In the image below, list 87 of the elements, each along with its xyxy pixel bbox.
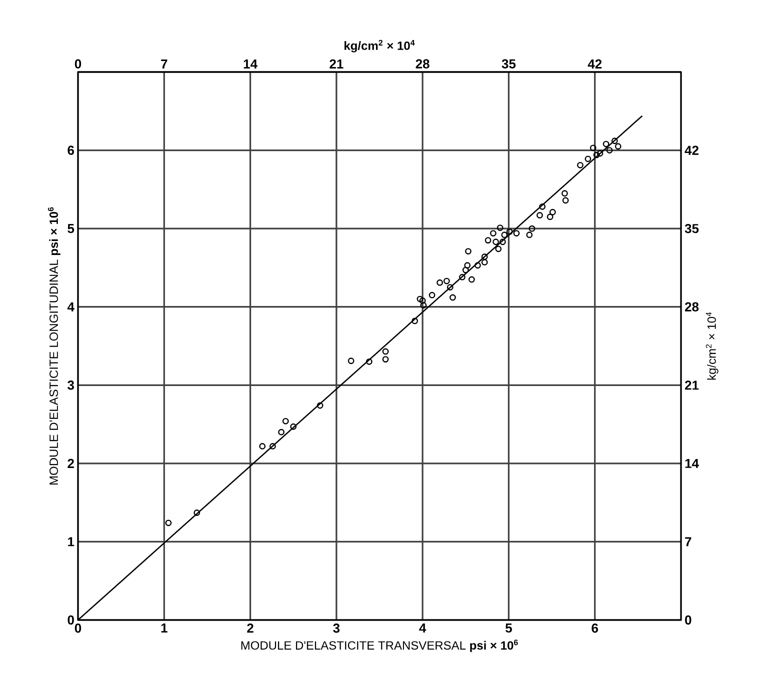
- point: [290, 423, 297, 430]
- point: [526, 232, 533, 238]
- point: [259, 443, 266, 450]
- y2-tick-label: 0: [685, 615, 692, 625]
- x2-axis-title: kg/cm$^{2}$ × 10$^{4}$: [344, 40, 415, 52]
- y-tick-label: 3: [68, 380, 74, 390]
- x2-tick-label: 35: [502, 59, 516, 68]
- y-tick-label: 1: [68, 537, 74, 546]
- point: [593, 152, 600, 158]
- point: [428, 292, 436, 298]
- point: [513, 230, 520, 236]
- point: [492, 238, 499, 246]
- point: [496, 224, 504, 231]
- x2-tick-label: 7: [161, 60, 168, 68]
- point: [462, 266, 469, 274]
- y2-tick-label: 7: [685, 537, 692, 546]
- point: [420, 302, 427, 308]
- point: [536, 212, 543, 218]
- point: [459, 274, 466, 280]
- x2-tick-label: 28: [416, 59, 430, 68]
- x-tick-label: 0: [74, 624, 82, 633]
- point: [412, 318, 418, 324]
- y2-axis-title: kg/cm$^{2}$ × 10$^{4}$: [706, 312, 718, 380]
- point: [499, 238, 506, 246]
- point: [506, 228, 513, 235]
- point: [549, 208, 556, 216]
- point: [468, 276, 475, 283]
- point: [484, 237, 492, 244]
- point: [546, 214, 554, 220]
- text: MODULE D'ELASTICITE LONGITUDINAL psi × 10$^{6}$: [48, 207, 60, 484]
- point: [611, 138, 618, 144]
- x-tick-label: 6: [592, 624, 598, 633]
- y-tick-label: 6: [68, 146, 74, 155]
- point: [481, 254, 488, 260]
- y2-tick-label: 28: [684, 302, 699, 312]
- x2-tick-label: 0: [74, 59, 82, 68]
- x-tick-label: 3: [333, 624, 340, 633]
- point: [436, 279, 444, 286]
- point: [443, 278, 450, 284]
- y-tick-label: 5: [68, 224, 74, 234]
- x2-tick-label: 42: [588, 59, 602, 68]
- point: [416, 296, 424, 302]
- point: [366, 358, 372, 365]
- point: [278, 428, 284, 436]
- point: [501, 232, 508, 238]
- point: [382, 356, 389, 363]
- point: [481, 259, 488, 266]
- point: [528, 225, 536, 232]
- point: [446, 284, 454, 290]
- point: [316, 402, 324, 409]
- x-tick-label: 4: [419, 624, 426, 632]
- point: [539, 203, 546, 210]
- point: [348, 358, 354, 364]
- point: [282, 418, 289, 424]
- y-tick-label: 4: [67, 302, 74, 312]
- x2-tick-label: 21: [330, 59, 344, 68]
- point: [614, 143, 622, 150]
- y2-tick-label: 14: [685, 458, 699, 468]
- point: [474, 262, 481, 269]
- point: [562, 197, 569, 204]
- point: [419, 297, 426, 304]
- x-tick-label: 2: [247, 624, 254, 633]
- point: [562, 190, 568, 197]
- point: [590, 144, 596, 152]
- x-tick-label: 5: [506, 624, 512, 633]
- y-tick-label: 0: [68, 615, 74, 625]
- point: [464, 262, 471, 269]
- point: [269, 443, 276, 450]
- point: [495, 246, 502, 252]
- x2-tick-label: 14: [244, 60, 258, 68]
- point: [490, 230, 496, 236]
- y2-tick-label: 21: [684, 380, 699, 390]
- point: [450, 294, 456, 301]
- text: MODULE D'ELASTICITE TRANSVERSAL psi × 10$^{6}$: [241, 640, 518, 652]
- y2-tick-label: 35: [684, 224, 699, 234]
- point: [382, 348, 389, 355]
- point: [606, 147, 613, 154]
- point: [602, 140, 610, 148]
- y2-tick-label: 42: [684, 146, 698, 155]
- point: [577, 162, 584, 168]
- point: [194, 510, 200, 516]
- point: [465, 248, 472, 254]
- x-tick-label: 1: [161, 624, 168, 632]
- point: [596, 150, 604, 157]
- point: [165, 520, 172, 526]
- point: [584, 156, 592, 162]
- y-tick-label: 2: [68, 458, 74, 468]
